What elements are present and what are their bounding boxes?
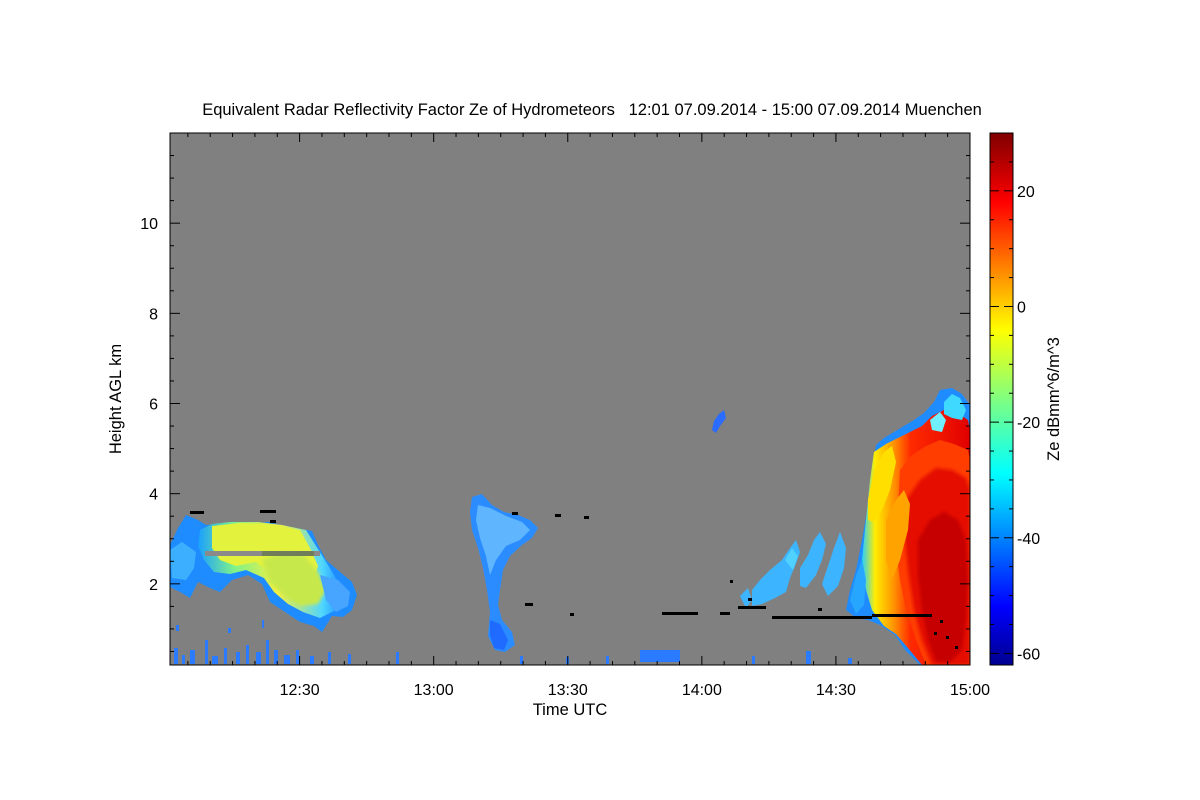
echo-isolated-1405 xyxy=(712,410,726,433)
colorbar-gradient xyxy=(989,132,1014,666)
x-tick-label: 14:00 xyxy=(682,682,722,699)
colorbar-tick-label: -40 xyxy=(1017,531,1040,548)
colorbar-label: Ze dBmm^6/m^3 xyxy=(1045,337,1063,461)
x-tick-label: 12:30 xyxy=(280,682,320,699)
colorbar-tick-label: -60 xyxy=(1017,646,1040,663)
y-tick-label: 2 xyxy=(149,577,158,594)
echo-pre-convective xyxy=(740,532,846,608)
y-axis-label: Height AGL km xyxy=(107,344,125,454)
x-tick-label: 13:30 xyxy=(548,682,588,699)
echo-ground-speckle xyxy=(174,620,852,664)
y-axis: 2 4 6 8 10 xyxy=(140,155,970,652)
colorbar-tick-label: -20 xyxy=(1017,415,1040,432)
cloud-base-markers xyxy=(190,510,958,649)
x-axis: 12:30 13:00 13:30 14:00 14:30 15:00 xyxy=(187,133,990,699)
x-tick-label: 13:00 xyxy=(414,682,454,699)
echo-convective-storm xyxy=(846,388,970,665)
y-tick-label: 4 xyxy=(149,487,158,504)
colorbar-tick-label: 20 xyxy=(1017,184,1035,201)
chart-title: Equivalent Radar Reflectivity Factor Ze … xyxy=(202,101,982,119)
y-tick-label: 6 xyxy=(149,397,158,414)
colorbar-tick-label: 0 xyxy=(1017,299,1026,316)
x-axis-label: Time UTC xyxy=(533,701,608,719)
y-tick-label: 8 xyxy=(149,306,158,323)
x-tick-label: 14:30 xyxy=(816,682,856,699)
y-tick-label: 10 xyxy=(140,216,158,233)
x-tick-label: 15:00 xyxy=(950,682,990,699)
echo-layer xyxy=(170,388,970,665)
echo-plume-1310 xyxy=(470,494,538,652)
plot-frame xyxy=(169,132,971,666)
echo-morning-stratiform-layer xyxy=(170,515,357,632)
colorbar: 20 0 -20 -40 -60 Ze dBmm^6/m^3 xyxy=(989,132,1063,666)
colorbar-ticks: 20 0 -20 -40 -60 xyxy=(990,132,1040,663)
